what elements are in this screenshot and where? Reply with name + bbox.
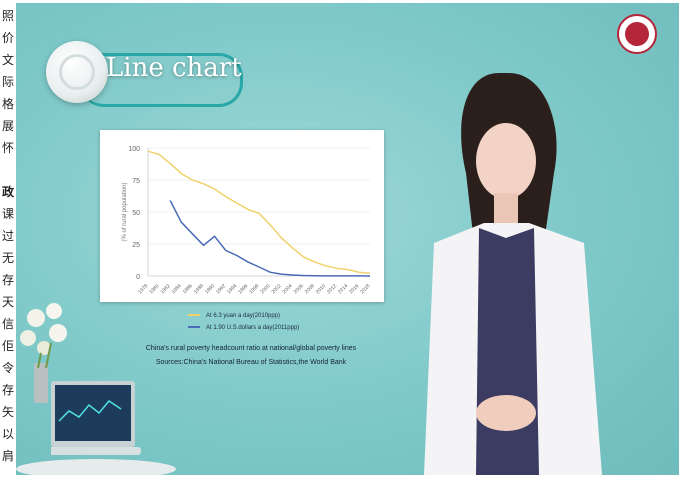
sidebar-char: 照: [2, 9, 15, 23]
sidebar-char: 际: [2, 75, 15, 89]
legend-item-1: At 6.3 yuan a day(2010ppp): [188, 313, 388, 319]
sidebar-char: 展: [2, 119, 15, 133]
legend-label-2: At 1.90 U.S.dollars a day(2011ppp): [206, 325, 300, 331]
sidebar-char: 矢: [2, 405, 15, 419]
x-tick-label: 1978: [137, 283, 149, 295]
x-tick-label: 2006: [293, 283, 305, 295]
x-tick-label: 1990: [204, 283, 216, 295]
sidebar-char: 无: [2, 251, 15, 265]
x-tick-label: 1980: [148, 283, 160, 295]
sidebar-char: 以: [2, 427, 15, 441]
sidebar-char: 文: [2, 53, 15, 67]
sidebar-char: 过: [2, 229, 15, 243]
presenter-image: [424, 73, 602, 475]
x-tick-label: 1988: [193, 283, 205, 295]
x-tick-label: 2010: [315, 283, 327, 295]
sidebar-char: 信: [2, 317, 15, 331]
x-tick-label: 1984: [171, 283, 183, 295]
desk-surface: [16, 459, 176, 475]
x-tick-label: 1982: [160, 283, 172, 295]
chart-source: Sources:China's National Bureau of Stati…: [155, 359, 347, 366]
sidebar-char: 格: [2, 97, 15, 111]
sidebar-char: 存: [2, 273, 15, 287]
university-logo: [617, 14, 657, 54]
x-tick-label: 2012: [326, 283, 338, 295]
y-axis-label: (% of rural population): [122, 182, 128, 241]
y-tick-label: 0: [136, 274, 140, 281]
legend-item-2: At 1.90 U.S.dollars a day(2011ppp): [188, 325, 388, 331]
x-tick-label: 1992: [215, 283, 227, 295]
y-tick-label: 100: [128, 146, 140, 153]
legend-label-1: At 6.3 yuan a day(2010ppp): [206, 313, 281, 319]
series-line-1: [147, 150, 371, 275]
sidebar-char: 价: [2, 31, 15, 45]
x-tick-label: 2000: [259, 283, 271, 295]
x-tick-label: 1996: [237, 283, 249, 295]
series-line-2: [169, 200, 371, 277]
y-tick-label: 25: [132, 242, 140, 249]
legend-swatch-2: [188, 326, 200, 329]
x-tick-label: 2014: [337, 283, 349, 295]
chart-card: 0 25 50 75 100 (% of rural population) 1978 198…: [100, 130, 384, 302]
x-tick-label: 1994: [226, 283, 238, 295]
x-tick-label: 2008: [304, 283, 316, 295]
sidebar-char: 天: [2, 295, 15, 309]
y-tick-label: 50: [132, 210, 140, 217]
slide-title: Line chart: [106, 53, 242, 83]
sidebar-char: 怀: [2, 141, 15, 155]
x-tick-label: 1998: [248, 283, 260, 295]
flower-vase-image: [20, 303, 67, 403]
legend-swatch-1: [188, 314, 200, 317]
sidebar-char: 政: [2, 185, 15, 199]
title-badge: [46, 41, 108, 103]
sidebar-char: 佢: [2, 339, 15, 353]
sidebar-text-column: 照价文际格展怀政课过无存天信佢令存矢以肩: [0, 0, 16, 478]
x-tick-label: 2004: [282, 283, 294, 295]
y-tick-label: 75: [132, 178, 140, 185]
x-tick-label: 1986: [182, 283, 194, 295]
chart-caption: China's rural poverty headcount ratio at…: [145, 345, 357, 352]
title-pill: [80, 53, 243, 107]
video-frame[interactable]: Line chart 0 25 50 75 100 (% of rural populat…: [16, 3, 679, 475]
x-tick-label: 2002: [271, 283, 283, 295]
laptop-image: [51, 381, 141, 455]
x-tick-label: 2018: [359, 283, 371, 295]
sidebar-char: 存: [2, 383, 15, 397]
sidebar-char: 肩: [2, 449, 15, 463]
sidebar-char: 令: [2, 361, 15, 375]
x-tick-label: 2016: [348, 283, 360, 295]
sidebar-char: 课: [2, 207, 15, 221]
